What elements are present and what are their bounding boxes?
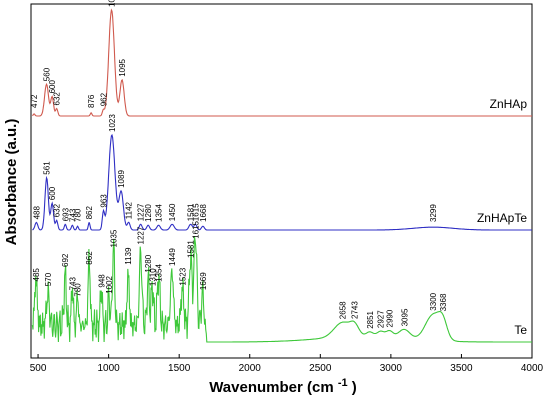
peak-label: 1615 [191, 220, 200, 238]
peak-label: 1354 [155, 264, 164, 282]
x-tick-label: 2000 [239, 363, 262, 374]
peak-label: 1021 [108, 0, 117, 7]
peak-label: 780 [74, 283, 83, 297]
peak-label: 692 [61, 253, 70, 267]
x-tick-label: 3500 [450, 363, 473, 374]
spectrum-line-znhap [32, 8, 532, 117]
peak-label: 1227 [137, 203, 146, 221]
x-axis-title-sup: -1 [338, 377, 348, 389]
peak-label: 862 [85, 206, 94, 220]
x-axis-ticks: 500 1000 1500 2000 2500 3000 3500 4000 [30, 354, 544, 374]
peak-label: 1669 [199, 272, 208, 290]
series-label: ZnHApTe [477, 211, 527, 225]
peak-label: 963 [99, 194, 108, 208]
peak-label: 1449 [168, 248, 177, 266]
peak-label: 2851 [366, 310, 375, 328]
peak-label: 1581 [187, 240, 196, 258]
x-tick-label: 1500 [168, 363, 191, 374]
peak-label: 3095 [400, 308, 409, 326]
peak-label: 2990 [386, 309, 395, 327]
peak-label: 632 [53, 92, 62, 106]
peak-label: 743 [68, 277, 77, 291]
spectra [31, 8, 532, 343]
peak-label: 2927 [377, 310, 386, 328]
spectrum-line-te [31, 236, 532, 343]
series-label: ZnHAp [490, 97, 528, 111]
x-axis-title: Wavenumber (cm -1 ) [209, 373, 357, 396]
peak-label: 488 [32, 206, 41, 220]
series-names: ZnHAp ZnHApTe Te [477, 97, 527, 337]
peak-label: 600 [48, 80, 57, 94]
peak-label: 560 [43, 67, 52, 81]
peak-label: 3300 [429, 292, 438, 310]
peak-label: 1354 [155, 204, 164, 222]
peak-label: 1002 [105, 275, 114, 293]
peak-label: 1095 [118, 58, 127, 76]
series-label: Te [514, 323, 527, 337]
peak-label: 1668 [199, 204, 208, 222]
peak-label: 780 [74, 208, 83, 222]
peak-label: 693 [61, 207, 70, 221]
peak-label: 570 [44, 272, 53, 286]
y-axis-title: Absorbance (a.u.) [3, 119, 20, 246]
peak-label: 962 [99, 92, 108, 106]
x-tick-label: 2500 [309, 363, 332, 374]
plot-frame [30, 3, 533, 359]
peak-label: 1615 [191, 203, 200, 221]
x-tick-label: 500 [30, 363, 47, 374]
peak-label: 1142 [125, 201, 134, 219]
spectrum-line-znhapte [32, 133, 532, 231]
peak-label: 600 [48, 186, 57, 200]
peak-label: 1523 [178, 267, 187, 285]
peak-label: 1139 [124, 247, 133, 265]
peak-label: 2743 [351, 301, 360, 319]
peak-label: 561 [43, 161, 52, 175]
x-tick-label: 4000 [521, 363, 544, 374]
peak-label: 1023 [108, 114, 117, 132]
peak-label: 3368 [439, 293, 448, 311]
peak-label: 1581 [187, 203, 196, 221]
peak-label: 1227 [137, 226, 146, 244]
peak-label: 485 [32, 268, 41, 282]
peak-label: 1310 [148, 268, 157, 286]
x-tick-label: 3000 [380, 363, 403, 374]
peak-label: 1089 [117, 170, 126, 188]
peak-label: 472 [30, 94, 39, 108]
peak-label: 632 [53, 203, 62, 217]
x-tick-label: 1000 [97, 363, 120, 374]
peak-labels: 4725606006328769621021109548856160063269… [30, 0, 448, 329]
peak-label: 3299 [429, 204, 438, 222]
peak-label: 948 [97, 274, 106, 288]
peak-label: 1280 [144, 204, 153, 222]
peak-label: 1035 [110, 229, 119, 247]
peak-label: 1450 [168, 203, 177, 221]
peak-label: 2658 [339, 301, 348, 319]
x-axis-title-main: Wavenumber (cm [209, 379, 333, 396]
peak-label: 862 [85, 251, 94, 265]
peak-label: 743 [68, 208, 77, 222]
peak-label: 1280 [144, 254, 153, 272]
peak-label: 876 [87, 94, 96, 108]
x-axis-title-end: ) [352, 379, 357, 396]
